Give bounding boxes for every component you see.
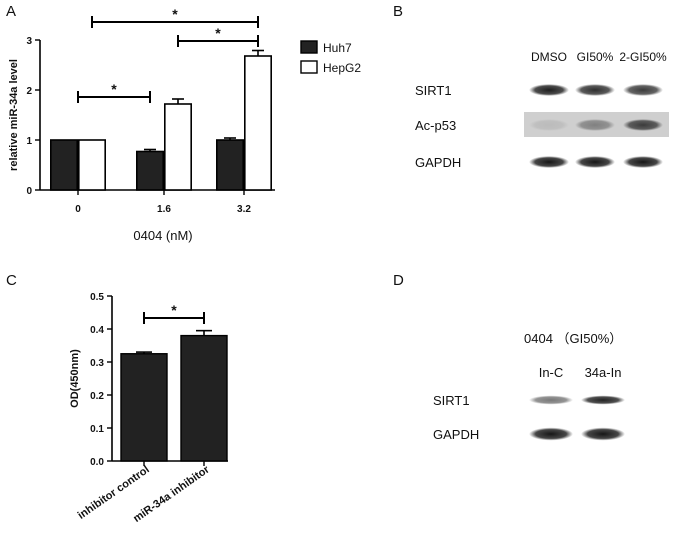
blot-band xyxy=(529,84,569,96)
blot-b-row-label: GAPDH xyxy=(415,155,461,170)
panel-b-western-blot: DMSO GI50% 2-GI50% SIRT1 Ac-p53 GAPDH xyxy=(415,50,669,170)
y-tick-label: 0.5 xyxy=(90,292,104,303)
x-tick-label: 1.6 xyxy=(157,204,171,215)
y-tick-label: 3 xyxy=(26,36,32,47)
blot-band xyxy=(581,395,625,405)
blot-band xyxy=(529,395,573,405)
panel-c-letter: C xyxy=(6,272,17,289)
significance-star: * xyxy=(215,25,221,41)
y-tick-label: 0.1 xyxy=(90,424,104,435)
bar xyxy=(180,334,228,462)
blot-b-row-label: SIRT1 xyxy=(415,83,452,98)
panel-b-letter: B xyxy=(393,3,403,20)
blot-b-column-label: GI50% xyxy=(577,50,614,64)
blot-d-row-label: SIRT1 xyxy=(433,393,470,408)
significance-star: * xyxy=(172,6,178,22)
blot-d-column-label: 34a-In xyxy=(585,365,622,380)
y-tick-label: 0.3 xyxy=(90,358,104,369)
bar-hepg2 xyxy=(164,103,193,191)
blot-d-header: 0404 （GI50%） xyxy=(524,331,622,346)
blot-band xyxy=(529,119,569,131)
y-axis-label: OD(450nm) xyxy=(69,349,81,408)
blot-band xyxy=(575,156,615,168)
y-tick-label: 0.2 xyxy=(90,391,104,402)
blot-b-column-label: 2-GI50% xyxy=(619,50,667,64)
blot-band xyxy=(529,156,569,168)
bar-hepg2 xyxy=(78,139,107,191)
legend-label-huh7: Huh7 xyxy=(323,41,352,55)
blot-d-row-label: GAPDH xyxy=(433,427,479,442)
blot-band xyxy=(529,427,573,441)
panel-d-western-blot: 0404 （GI50%） In-C 34a-In SIRT1 GAPDH xyxy=(433,331,625,442)
bar-hepg2 xyxy=(244,55,273,191)
panel-d-letter: D xyxy=(393,272,404,289)
y-tick-label: 0.4 xyxy=(90,325,104,336)
panel-a-bar-chart: 0 1 2 3 0 1.6 3.2 relative miR-34a level 0404 (n… xyxy=(8,6,361,243)
blot-b-row-label: Ac-p53 xyxy=(415,118,456,133)
panel-a-letter: A xyxy=(6,3,16,20)
bar-huh7 xyxy=(49,139,78,191)
y-tick-label: 1 xyxy=(26,136,32,147)
bar-huh7 xyxy=(136,150,165,191)
blot-band xyxy=(623,119,663,131)
x-tick-label: 3.2 xyxy=(237,204,251,215)
y-axis-label: relative miR-34a level xyxy=(8,59,20,171)
legend-label-hepg2: HepG2 xyxy=(323,61,361,75)
blot-band xyxy=(623,84,663,96)
x-axis-label: 0404 (nM) xyxy=(133,228,192,243)
y-tick-label: 0.0 xyxy=(90,457,104,468)
blot-band xyxy=(581,427,625,441)
blot-band xyxy=(575,84,615,96)
y-tick-label: 0 xyxy=(26,186,32,197)
blot-band xyxy=(623,156,663,168)
blot-d-column-label: In-C xyxy=(539,365,564,380)
legend-swatch-huh7 xyxy=(300,40,318,54)
significance-star: * xyxy=(111,81,117,97)
x-tick-label: 0 xyxy=(75,204,81,215)
blot-b-column-label: DMSO xyxy=(531,50,567,64)
blot-band xyxy=(575,119,615,131)
bar xyxy=(120,353,168,462)
legend-swatch-hepg2 xyxy=(300,60,318,74)
significance-star: * xyxy=(171,302,177,318)
y-tick-label: 2 xyxy=(26,86,32,97)
bar-huh7 xyxy=(216,139,245,191)
